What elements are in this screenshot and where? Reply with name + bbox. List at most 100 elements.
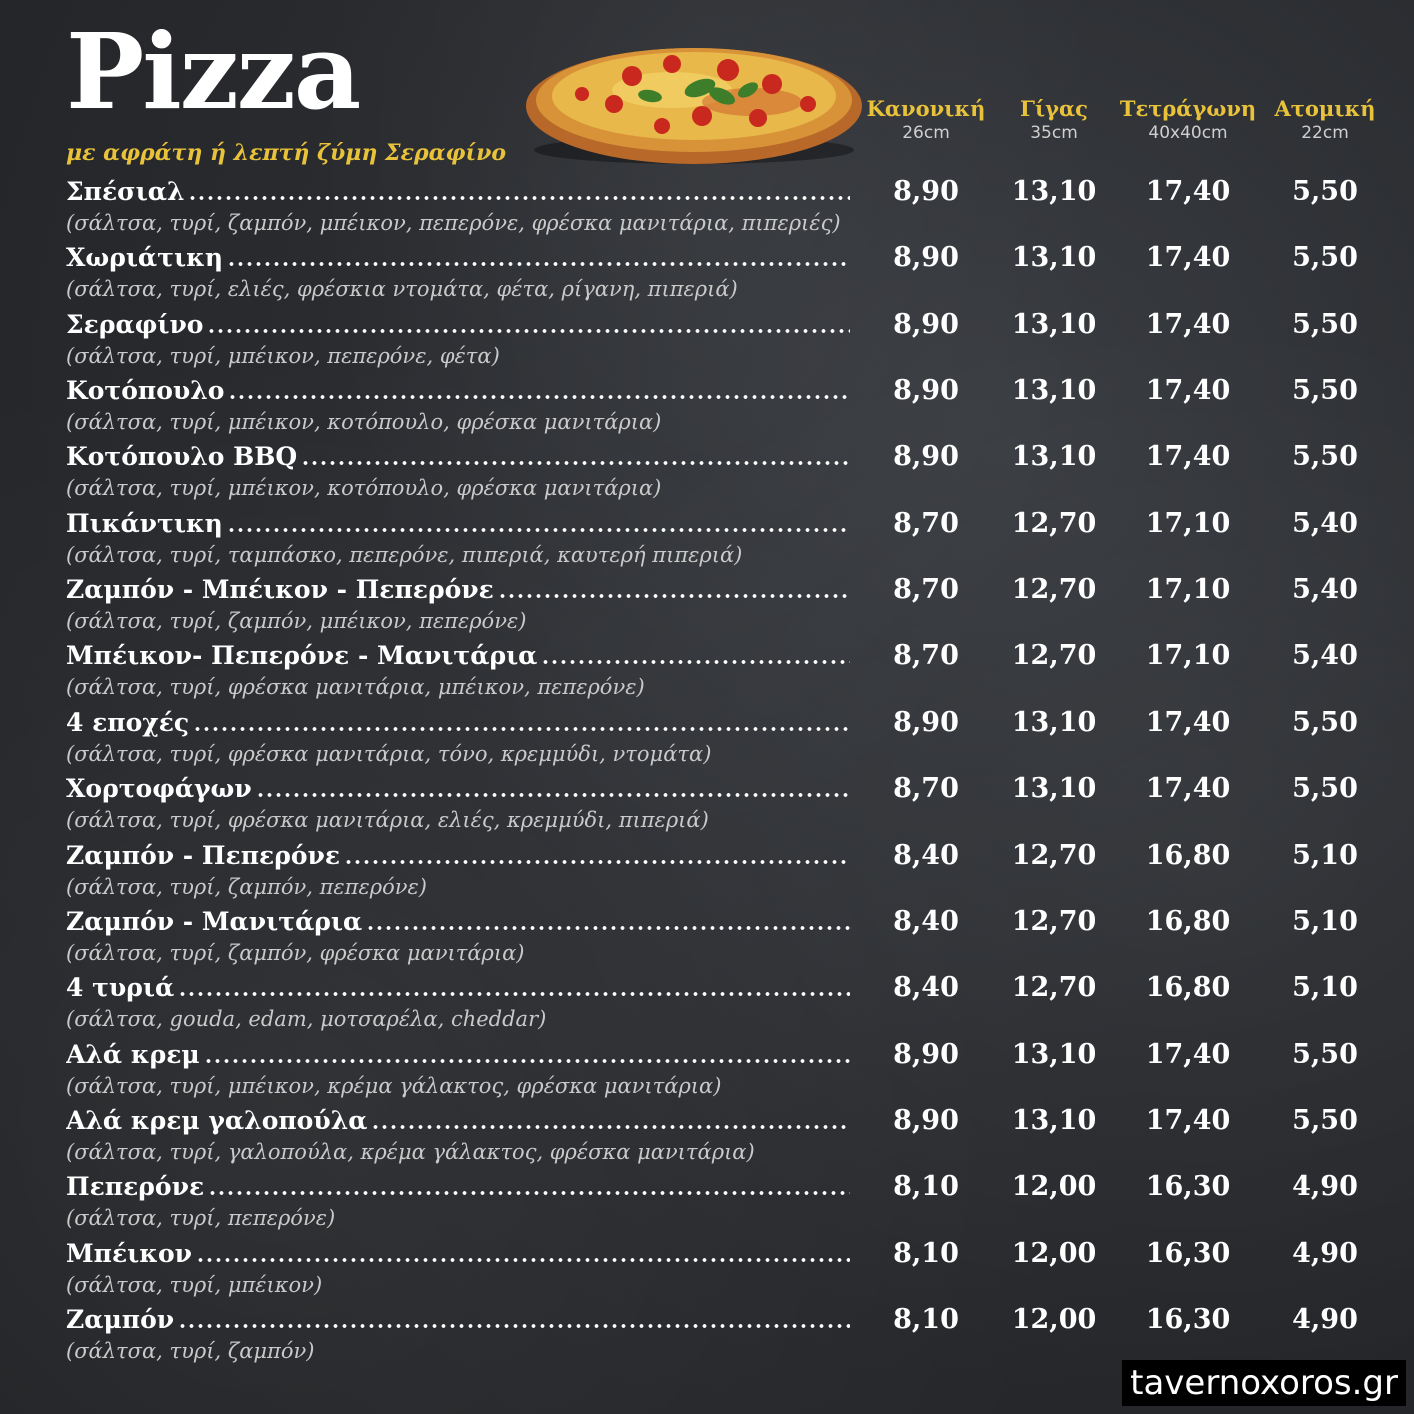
menu-item-price: 5,50 [1292,176,1358,207]
menu-item-description: (σάλτσα, τυρί, πεπερόνε) [66,1206,336,1231]
menu-item-description: (σάλτσα, τυρί, ζαμπόν, μπέικον, πεπερόνε… [66,609,527,634]
menu-item-price: 5,50 [1292,242,1358,274]
menu-item-price: 8,90 [893,308,959,340]
menu-item-name: Χωριάτικη [66,243,223,273]
dot-leader [208,1190,850,1197]
dot-leader [344,858,850,865]
menu-item-price: 5,10 [1292,972,1358,1004]
menu-item-price: 5,50 [1292,441,1358,473]
menu-item-description: (σάλτσα, τυρί, γαλοπούλα, κρέμα γάλακτος… [66,1139,755,1164]
menu-item-line: Χωριάτικη [66,243,850,273]
menu-item-description: (σάλτσα, τυρί, ταμπάσκο, πεπερόνε, πιπερ… [66,542,743,567]
menu-item-line: Μπέικον- Πεπερόνε - Μανιτάρια [66,641,850,671]
menu-item-price: 5,40 [1292,507,1358,539]
menu-item: Σπέσιαλ (σάλτσα, τυρί, ζαμπόν, μπέικον, π… [66,177,1386,243]
menu-item-price: 16,80 [1145,905,1231,937]
menu-item-price: 12,70 [1011,574,1097,606]
menu-item-name: Σπέσιαλ [66,177,185,206]
menu-item-price: 12,70 [1011,507,1097,539]
dot-leader [255,792,850,799]
menu-item: Πεπερόνε (σάλτσα, τυρί, πεπερόνε) 8,10 12,0… [66,1172,1386,1238]
menu-item-price: 12,70 [1011,972,1097,1004]
menu-item-price: 13,10 [1011,176,1097,207]
menu-item-price: 17,40 [1145,706,1231,738]
menu-item-price: 8,40 [893,839,959,871]
menu-item-price: 16,80 [1145,839,1231,871]
column-size: 35cm [1030,123,1078,143]
menu-item-line: Ζαμπόν - Μπέικον - Πεπερόνε [66,575,850,605]
menu-item-line: Ζαμπόν - Πεπερόνε [66,841,850,871]
menu-item-price: 8,70 [893,507,959,539]
dot-leader [366,924,850,931]
menu-item-description: (σάλτσα, τυρί, μπέικον, κρέμα γάλακτος, … [66,1073,722,1098]
menu-item: 4 εποχές (σάλτσα, τυρί, φρέσκα μανιτάρια,… [66,706,1386,774]
menu-item: Χορτοφάγων (σάλτσα, τυρί, φρέσκα μανιτάρι… [66,774,1386,840]
menu-item-line: Πικάντικη [66,509,850,539]
dot-leader [203,1057,850,1064]
menu-item-name: Ζαμπόν - Μπέικον - Πεπερόνε [66,575,494,605]
menu-item-description: (σάλτσα, gouda, edam, μοτσαρέλα, cheddar… [66,1007,547,1032]
menu-item-price: 13,10 [1011,308,1097,340]
menu-item: Κοτόπουλο BBQ (σάλτσα, τυρί, μπέικον, κοτ… [66,442,1386,508]
menu-item-line: Σεραφίνο [66,310,850,340]
menu-item-price: 4,90 [1292,1303,1358,1335]
menu-item-name: Αλά κρεμ [66,1039,200,1069]
menu-item-price: 12,70 [1011,839,1097,871]
menu-item-description: (σάλτσα, τυρί, μπέικον, κοτόπουλο, φρέσκ… [66,410,662,435]
menu-item-name: Μπέικον [66,1238,193,1268]
menu-item-name: Ζαμπόν - Πεπερόνε [66,840,341,870]
menu-item-line: Σπέσιαλ [66,177,850,207]
menu-item-description: (σάλτσα, τυρί, φρέσκα μανιτάρια, μπέικον… [66,675,645,700]
menu-item-price: 8,40 [893,905,959,937]
menu-item-price: 13,10 [1011,706,1097,738]
menu-item-name: Πικάντικη [66,508,223,538]
menu-item-price: 5,50 [1292,308,1358,340]
menu-item-line: Ζαμπόν [66,1305,850,1335]
menu-item-price: 8,70 [893,640,959,672]
menu-item-description: (σάλτσα, τυρί, ζαμπόν, φρέσκα μανιτάρια) [66,940,525,965]
dot-leader [193,725,850,732]
menu-item-name: Σεραφίνο [66,309,204,339]
menu-item-price: 16,30 [1145,1303,1231,1335]
menu-item-line: Μπέικον [66,1239,850,1269]
menu-item-price: 5,50 [1292,1038,1358,1070]
menu-item-price: 5,50 [1292,706,1358,738]
menu-item: Ζαμπόν - Μπέικον - Πεπερόνε (σάλτσα, τυρί… [66,575,1386,641]
page-title: Pizza [66,10,361,133]
menu-item-price: 17,10 [1145,640,1231,672]
menu-item-price: 17,40 [1145,308,1231,340]
menu-item-name: Ζαμπόν [66,1304,175,1334]
menu-item-price: 16,30 [1145,1171,1231,1203]
menu-item-price: 12,70 [1011,640,1097,672]
dot-leader [178,1322,850,1329]
dot-leader [207,327,850,334]
menu-item-name: 4 τυριά [66,973,175,1003]
menu-item: 4 τυριά (σάλτσα, gouda, edam, μοτσαρέλα, … [66,973,1386,1039]
menu-item: Αλά κρεμ (σάλτσα, τυρί, μπέικον, κρέμα γά… [66,1039,1386,1106]
dot-leader [188,195,850,201]
menu-item-price: 17,40 [1145,242,1231,274]
column-name: Τετράγωνη [1119,96,1257,121]
menu-item-price: 8,40 [893,972,959,1004]
menu-item: Ζαμπόν - Πεπερόνε (σάλτσα, τυρί, ζαμπόν, … [66,839,1386,907]
menu-item-price: 8,90 [893,375,959,407]
dot-leader [228,394,850,401]
menu-item-description: (σάλτσα, τυρί, ζαμπόν, πεπερόνε) [66,874,427,899]
menu-item: Μπέικον- Πεπερόνε - Μανιτάρια (σάλτσα, τυ… [66,641,1386,707]
menu-item-line: Αλά κρεμ [66,1040,850,1070]
menu-item-price: 8,90 [893,176,959,207]
menu-item-price: 12,00 [1011,1171,1097,1203]
column-header-giant: Γίγας 35cm [974,96,1134,143]
menu-item-price: 17,40 [1145,773,1231,805]
watermark: tavernoxoros.gr [1122,1360,1406,1406]
menu-item: Σεραφίνο (σάλτσα, τυρί, μπέικον, πεπερόνε… [66,308,1386,376]
menu-item-line: Χορτοφάγων [66,774,850,804]
menu-item-line: 4 εποχές [66,708,850,738]
dot-leader [227,261,850,268]
menu-item-description: (σάλτσα, τυρί, φρέσκα μανιτάρια, ελιές, … [66,808,709,833]
menu-item-line: Κοτόπουλο BBQ [66,442,850,472]
menu-item: Ζαμπόν (σάλτσα, τυρί, ζαμπόν) 8,10 12,00 16,… [66,1303,1386,1371]
menu-item: Πικάντικη (σάλτσα, τυρί, ταμπάσκο, πεπερό… [66,507,1386,575]
menu-item: Αλά κρεμ γαλοπούλα (σάλτσα, τυρί, γαλοπού… [66,1105,1386,1172]
menu-item-line: Ζαμπόν - Μανιτάρια [66,907,850,937]
